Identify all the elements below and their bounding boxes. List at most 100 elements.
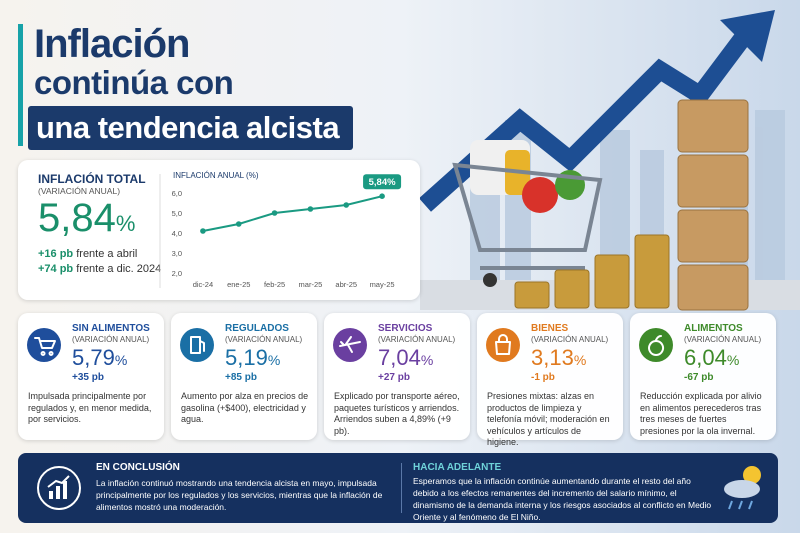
icon-glyph xyxy=(648,335,665,356)
chart: INFLACIÓN ANUAL (%) 2,0 3,0 4,0 5,0 6,0 dic-2… xyxy=(159,171,402,289)
card-value: 5,79% xyxy=(72,345,127,371)
card-text: Explicado por transporte aéreo, paquetes… xyxy=(334,391,460,436)
decoration xyxy=(37,466,81,510)
weather-icon xyxy=(724,466,761,510)
conclusion-icon xyxy=(37,466,81,510)
coins xyxy=(514,234,670,309)
value: 5,19 xyxy=(225,345,268,370)
total-label: INFLACIÓN TOTAL xyxy=(38,172,146,186)
card-text: Reducción explicada por alivio en alimen… xyxy=(640,391,762,436)
icon-bg xyxy=(180,328,214,362)
icon-glyph xyxy=(34,337,56,356)
y-tick-label: 5,0 xyxy=(172,209,182,218)
y-tick-label: 4,0 xyxy=(172,229,182,238)
icon-bg xyxy=(486,328,520,362)
card-value: 5,19% xyxy=(225,345,280,371)
card-change: +35 pb xyxy=(72,372,104,383)
card-text: Impulsada principalmente por regulados y… xyxy=(28,391,152,424)
decoration xyxy=(728,500,753,510)
value: 7,04 xyxy=(378,345,421,370)
card-value: 7,04% xyxy=(378,345,433,371)
y-tick-label: 6,0 xyxy=(172,189,182,198)
icon-bg xyxy=(27,328,61,362)
x-tick-label: dic-24 xyxy=(193,280,213,289)
point xyxy=(379,193,385,199)
value: 3,13 xyxy=(531,345,574,370)
chart-title: INFLACIÓN ANUAL (%) xyxy=(173,171,259,180)
card-change: -67 pb xyxy=(684,372,714,383)
conclusion-title: EN CONCLUSIÓN xyxy=(96,462,180,473)
unit: % xyxy=(726,352,740,368)
y-tick-label: 3,0 xyxy=(172,249,182,258)
x-tick-label: ene-25 xyxy=(227,280,250,289)
x-tick-label: abr-25 xyxy=(335,280,357,289)
icon-glyph xyxy=(339,336,361,353)
value: 5,79 xyxy=(72,345,115,370)
divider xyxy=(401,463,402,513)
arrow-head xyxy=(720,10,775,62)
point xyxy=(235,221,242,227)
card-sub: (VARIACIÓN ANUAL) xyxy=(684,335,762,344)
ahead-text: Esperamos que la inflación continúe aume… xyxy=(413,476,712,522)
card-icon xyxy=(333,328,367,362)
card-title: BIENES xyxy=(531,323,569,334)
decoration xyxy=(56,486,60,499)
note: +74 pb frente a dic. 2024 xyxy=(38,263,161,275)
decoration xyxy=(49,491,53,499)
card-title: SIN ALIMENTOS xyxy=(72,323,150,334)
card-value: 3,13% xyxy=(531,345,586,371)
x-tick-label: may-25 xyxy=(370,280,395,289)
card-title: SERVICIOS xyxy=(378,323,433,334)
point xyxy=(200,228,206,234)
icon-bg xyxy=(639,328,673,362)
decoration xyxy=(677,99,749,153)
card-sub: (VARIACIÓN ANUAL) xyxy=(72,335,150,344)
decoration xyxy=(483,273,497,287)
title-line: continúa con xyxy=(34,64,234,101)
x-tick-label: mar-25 xyxy=(299,280,323,289)
trend-arrow xyxy=(418,29,753,212)
title-line: Inflación xyxy=(34,22,190,66)
note: +16 pb frente a abril xyxy=(38,248,137,260)
blocks xyxy=(677,99,749,311)
card-change: +85 pb xyxy=(225,372,257,383)
note-text: frente a dic. 2024 xyxy=(76,263,162,275)
card-sub: (VARIACIÓN ANUAL) xyxy=(531,335,609,344)
total-value: 5,84% xyxy=(38,196,135,241)
category-card: REGULADOS (VARIACIÓN ANUAL) 5,19% +85 pb Aum… xyxy=(171,313,317,440)
point xyxy=(343,202,350,208)
note-num: +74 pb xyxy=(38,263,74,275)
unit: % xyxy=(115,211,136,236)
card-text: Presiones mixtas: alzas en productos de … xyxy=(487,391,610,447)
decoration xyxy=(728,500,733,510)
card-sub: (VARIACIÓN ANUAL) xyxy=(225,335,303,344)
conclusion-text: La inflación continuó mostrando una tend… xyxy=(96,478,383,512)
card-title: ALIMENTOS xyxy=(684,323,743,334)
y-tick-label: 2,0 xyxy=(172,269,182,278)
card-text: Aumento por alza en precios de gasolina … xyxy=(181,391,309,424)
value: 6,04 xyxy=(684,345,727,370)
decoration xyxy=(738,500,743,510)
card-title: REGULADOS xyxy=(225,323,289,334)
card-icon xyxy=(27,328,61,362)
point xyxy=(307,206,314,212)
card-change: +27 pb xyxy=(378,372,410,383)
value-label: 5,84% xyxy=(369,177,396,188)
category-card: BIENES (VARIACIÓN ANUAL) 3,13% -1 pb Presion… xyxy=(477,313,623,447)
accent-bar xyxy=(18,24,23,146)
decoration xyxy=(677,264,749,311)
decoration xyxy=(677,154,749,208)
note-num: +16 pb xyxy=(38,248,74,260)
decoration xyxy=(748,500,753,510)
card-value: 6,04% xyxy=(684,345,739,371)
decoration xyxy=(554,269,590,309)
card-icon xyxy=(180,328,214,362)
icon-glyph xyxy=(495,334,511,355)
card-icon xyxy=(639,328,673,362)
total-sub: (VARIACIÓN ANUAL) xyxy=(38,186,121,196)
card-change: -1 pb xyxy=(531,372,555,383)
category-card: SIN ALIMENTOS (VARIACIÓN ANUAL) 5,79% +35 p… xyxy=(18,313,164,440)
decoration xyxy=(452,162,603,252)
